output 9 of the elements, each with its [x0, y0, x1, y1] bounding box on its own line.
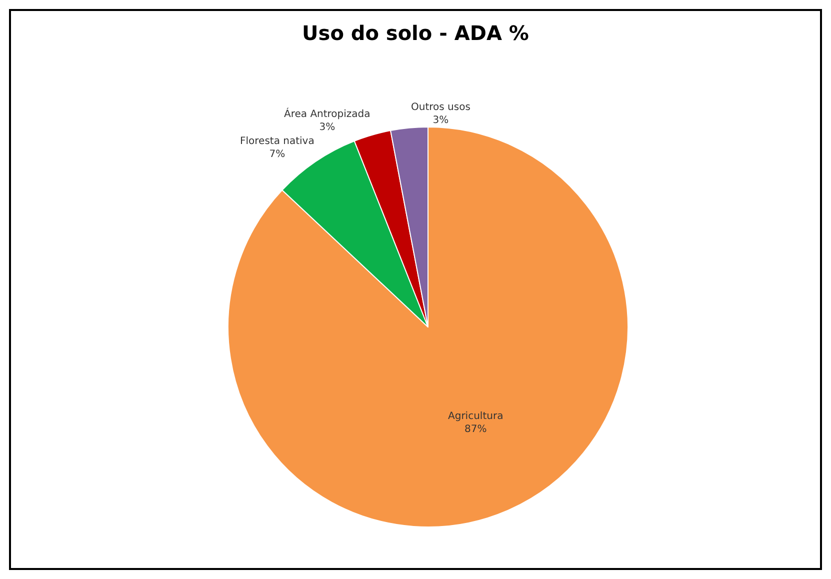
data-label: 87% — [464, 424, 487, 435]
slice-label: Área Antropizada — [284, 107, 370, 120]
slice-label: Outros usos — [411, 102, 470, 113]
chart-title: Uso do solo - ADA % — [302, 21, 529, 46]
data-label: 3% — [432, 115, 449, 126]
slice-label: Agricultura — [448, 411, 504, 422]
data-label: 3% — [319, 122, 336, 133]
data-label: 7% — [269, 149, 286, 160]
slice-label: Floresta nativa — [240, 136, 314, 147]
